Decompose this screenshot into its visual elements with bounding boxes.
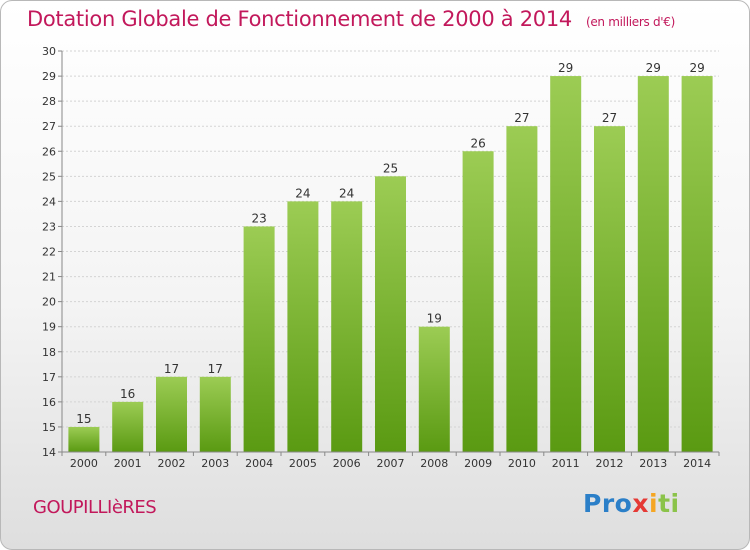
axes <box>58 50 720 456</box>
y-tick-label: 18 <box>42 346 56 359</box>
value-label: 17 <box>208 362 223 376</box>
y-tick-label: 15 <box>42 421 56 434</box>
bars <box>68 76 713 452</box>
x-tick-label: 2014 <box>683 457 711 470</box>
value-label: 24 <box>339 186 354 200</box>
bar-2007 <box>375 176 406 452</box>
x-tick-label: 2002 <box>158 457 186 470</box>
y-tick-label: 25 <box>42 170 56 183</box>
value-label: 19 <box>427 312 442 326</box>
y-tick-label: 19 <box>42 321 56 334</box>
x-tick-label: 2000 <box>70 457 98 470</box>
y-tick-label: 24 <box>42 195 56 208</box>
y-tick-label: 17 <box>42 371 56 384</box>
value-label: 27 <box>514 111 529 125</box>
logo-letter: r <box>601 489 615 518</box>
logo-letter: o <box>614 489 633 518</box>
x-tick-label: 2004 <box>245 457 273 470</box>
value-label: 27 <box>602 111 617 125</box>
bar-2005 <box>287 201 319 452</box>
value-label: 26 <box>470 136 485 150</box>
logo-letter: i <box>670 489 680 518</box>
bar-2004 <box>243 226 275 452</box>
chart-title-text: Dotation Globale de Fonctionnement de 20… <box>27 7 572 31</box>
logo-letter: t <box>658 489 671 518</box>
y-tick-label: 29 <box>42 70 56 83</box>
chart-subtitle: (en milliers d'€) <box>585 15 675 29</box>
y-tick-label: 26 <box>42 145 56 158</box>
x-tick-label: 2007 <box>377 457 405 470</box>
x-tick-label: 2010 <box>508 457 536 470</box>
x-tick-label: 2013 <box>639 457 667 470</box>
value-label: 16 <box>120 387 135 401</box>
value-label: 15 <box>76 412 91 426</box>
y-tick-label: 30 <box>42 45 56 58</box>
value-label: 25 <box>383 161 398 175</box>
bar-2008 <box>418 326 450 452</box>
x-tick-label: 2003 <box>201 457 229 470</box>
bar-2010 <box>506 126 538 452</box>
x-tick-label: 2001 <box>114 457 142 470</box>
y-tick-label: 22 <box>42 246 56 259</box>
bar-2014 <box>681 76 713 452</box>
bar-2013 <box>637 76 669 452</box>
x-tick-label: 2012 <box>596 457 624 470</box>
commune-name: GOUPILLIèRES <box>33 497 157 518</box>
bar-2009 <box>462 151 494 452</box>
bar-2003 <box>199 376 231 452</box>
value-label: 29 <box>558 61 573 75</box>
labels: 14 15 16 17 18 19 20 21 22 23 24 25 26 27 28 29 30 15 2000… <box>42 45 711 470</box>
chart-title: Dotation Globale de Fonctionnement de 20… <box>27 7 675 31</box>
value-label: 29 <box>689 61 704 75</box>
value-label: 24 <box>295 186 310 200</box>
y-tick-label: 27 <box>42 120 56 133</box>
y-tick-label: 23 <box>42 220 56 233</box>
x-tick-label: 2005 <box>289 457 317 470</box>
y-tick-label: 16 <box>42 396 56 409</box>
x-tick-label: 2009 <box>464 457 492 470</box>
bar-2011 <box>550 76 582 452</box>
bar-2001 <box>112 401 144 452</box>
x-tick-label: 2011 <box>552 457 580 470</box>
proxiti-logo: Proxiti <box>583 489 680 518</box>
bar-2012 <box>594 126 625 452</box>
bar-2000 <box>68 426 100 452</box>
x-tick-label: 2006 <box>333 457 361 470</box>
logo-letter: i <box>649 489 659 518</box>
y-tick-label: 28 <box>42 95 56 108</box>
value-label: 29 <box>646 61 661 75</box>
y-tick-label: 20 <box>42 296 56 309</box>
value-label: 23 <box>251 211 266 225</box>
y-tick-label: 21 <box>42 271 56 284</box>
x-tick-label: 2008 <box>420 457 448 470</box>
value-label: 17 <box>164 362 179 376</box>
logo-letter: x <box>632 489 649 518</box>
bar-2006 <box>331 201 363 452</box>
bar-2002 <box>156 376 187 452</box>
y-tick-label: 14 <box>42 446 56 459</box>
logo-letter: P <box>583 489 602 518</box>
